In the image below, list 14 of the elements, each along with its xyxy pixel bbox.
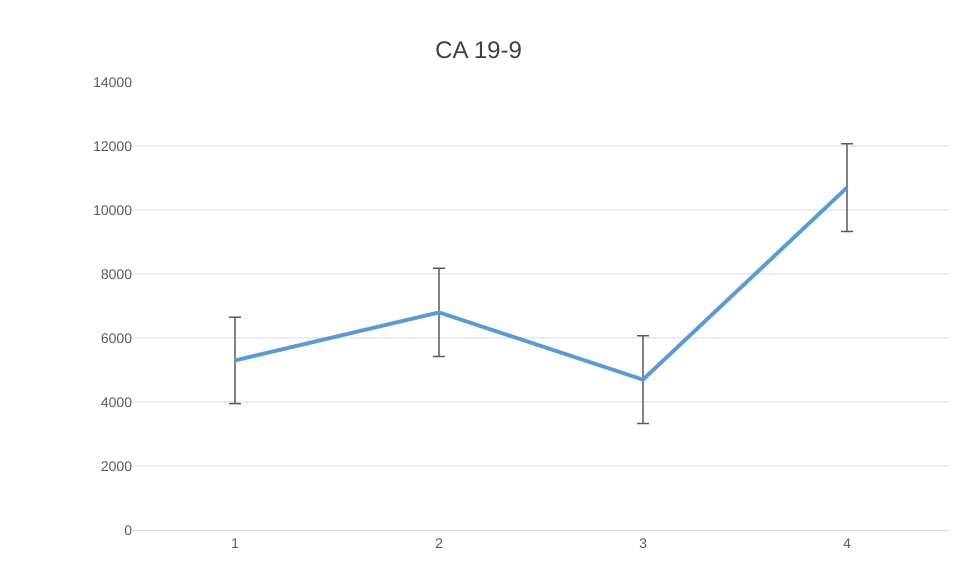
- x-tick-label: 3: [639, 534, 648, 551]
- y-tick-label: 0: [124, 522, 132, 538]
- y-tick-label: 12000: [93, 138, 132, 154]
- x-tick-label: 1: [231, 534, 240, 551]
- y-tick-label: 6000: [100, 330, 132, 346]
- y-tick-label: 2000: [100, 458, 132, 474]
- y-tick-label: 14000: [93, 74, 132, 90]
- line-series: [233, 186, 849, 382]
- chart-title: CA 19-9: [435, 36, 522, 64]
- y-tick-label: 10000: [93, 202, 132, 218]
- x-tick-label: 4: [843, 534, 852, 551]
- y-tick-label: 8000: [100, 266, 132, 282]
- x-tick-label: 2: [435, 534, 444, 551]
- y-tick-label: 4000: [100, 394, 132, 410]
